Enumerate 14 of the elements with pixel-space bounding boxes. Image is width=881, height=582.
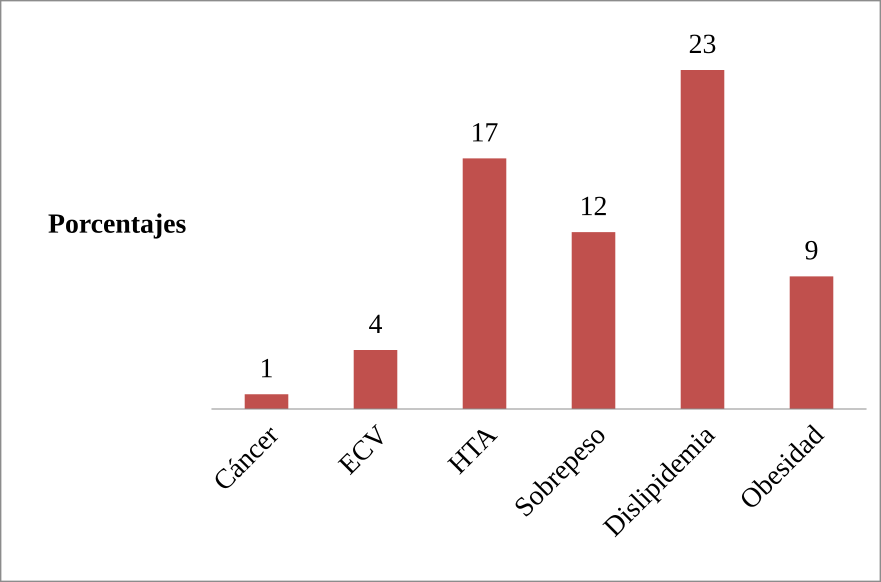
bar bbox=[462, 158, 506, 409]
data-label: 12 bbox=[582, 196, 606, 216]
y-axis-title: Porcentajes bbox=[48, 213, 186, 239]
data-label: 4 bbox=[369, 314, 382, 334]
data-label: 1 bbox=[262, 358, 272, 378]
bar bbox=[244, 394, 288, 409]
bar bbox=[572, 232, 616, 409]
bar bbox=[790, 276, 834, 409]
data-label: 9 bbox=[805, 240, 818, 260]
bar bbox=[354, 350, 398, 409]
data-label: 23 bbox=[690, 34, 716, 54]
data-label: 17 bbox=[473, 123, 498, 142]
bar bbox=[680, 70, 724, 409]
x-tick-label: HTA bbox=[446, 424, 498, 475]
